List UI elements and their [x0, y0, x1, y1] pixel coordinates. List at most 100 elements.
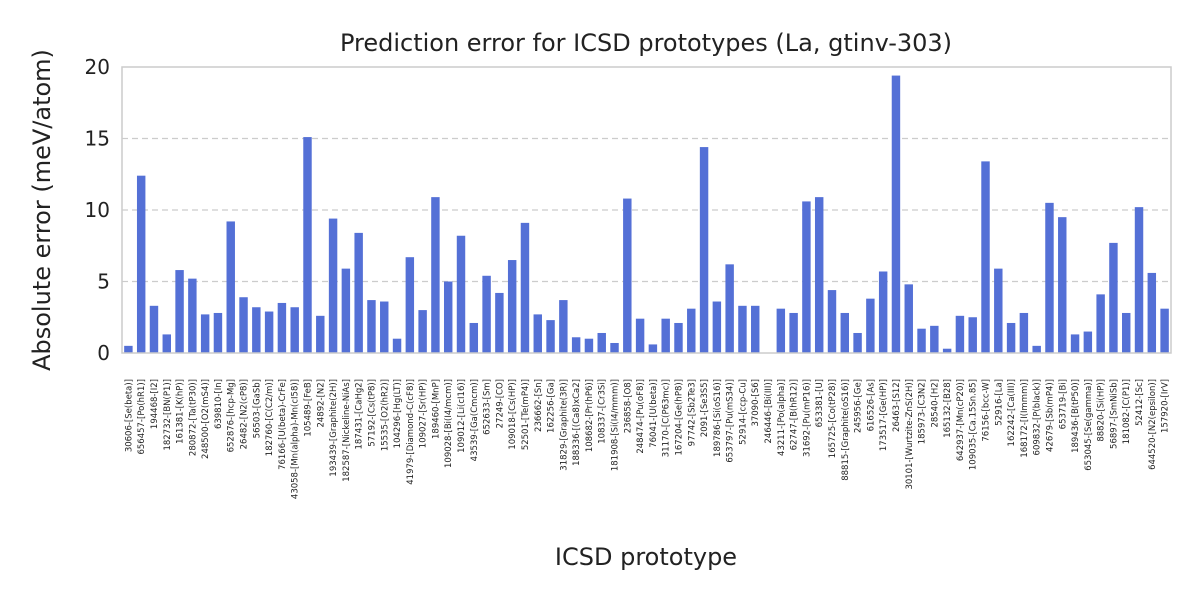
bar — [1147, 272, 1157, 353]
x-tick-label: 108682-[Pr(hP6)] — [585, 379, 595, 452]
x-tick-label: 26463-[S12] — [892, 379, 902, 432]
x-tick-label: 248474-[Pu(oF8)] — [636, 379, 646, 454]
bar — [878, 271, 888, 353]
x-tick-label: 27249-[CO] — [495, 379, 505, 428]
bar — [175, 270, 184, 353]
x-tick-label: 168172-[I(Immm)] — [1020, 379, 1030, 458]
bar — [891, 75, 901, 353]
x-tick-label: 43058-[Mn(alpha)-Mn(cI58)] — [291, 379, 301, 499]
x-tick-label: 30606-[Se(beta)] — [124, 379, 134, 452]
bar — [341, 268, 351, 353]
bar — [507, 260, 517, 353]
y-axis-ticks: 0 5 10 15 20 — [85, 55, 110, 365]
x-tick-label: 76156-[bcc-W] — [982, 379, 992, 442]
x-tick-label: 162256-[Ga] — [547, 379, 557, 433]
bars — [124, 75, 1169, 353]
bar — [597, 332, 606, 353]
bar — [994, 268, 1003, 353]
bar — [1058, 217, 1067, 353]
x-tick-label: 31829-[Graphite(3R)] — [559, 379, 569, 471]
x-tick-label: 248500-[O2(mS4)] — [201, 379, 211, 459]
bar — [699, 147, 709, 353]
y-tick-label: 15 — [85, 127, 110, 151]
x-tick-label: 182760-[C(C2/m)] — [265, 379, 275, 456]
x-tick-label: 109012-[Li(cI16)] — [457, 379, 467, 453]
x-axis-ticks: 30606-[Se(beta)] 656457-[Po(hR1)] 194468-[… — [124, 379, 1170, 499]
bar — [648, 344, 658, 353]
y-tick-label: 20 — [85, 55, 110, 79]
x-tick-label: 642937-[Mn(cP20)] — [956, 379, 966, 461]
x-tick-label: 652633-[Sm] — [483, 379, 493, 435]
bar — [776, 308, 786, 353]
bar — [277, 302, 287, 353]
x-tick-label: 653719-[Bi] — [1058, 379, 1068, 429]
x-tick-label: 165132-[B28] — [943, 379, 953, 438]
x-tick-label: 28540-[H2] — [930, 379, 940, 428]
y-tick-label: 5 — [97, 270, 110, 294]
x-tick-label: 52914-[ccp-Cu] — [738, 379, 748, 445]
x-tick-label: 97742-[Sb2Te3] — [687, 379, 697, 446]
x-tick-label: 109035-[Ca.15Sn.85] — [969, 379, 979, 470]
x-tick-label: 42679-[Sb(mP4)] — [1045, 379, 1055, 452]
bar — [584, 338, 594, 353]
x-tick-label: 43539-[Ga(Cmcm)] — [470, 379, 480, 461]
bar — [226, 221, 235, 353]
bar — [136, 175, 146, 353]
bar — [827, 290, 837, 353]
bar — [200, 314, 210, 353]
bar — [124, 345, 133, 353]
bar — [571, 337, 581, 353]
bar — [405, 257, 415, 353]
bar — [533, 314, 542, 353]
bar — [418, 310, 427, 353]
x-tick-label: 189786-[Si(oS16)] — [713, 379, 723, 457]
grid-lines — [122, 137, 1171, 283]
x-tick-label: 52501-[Te(mP4)] — [521, 379, 531, 450]
x-tick-label: 52916-[La] — [994, 379, 1004, 426]
bar — [303, 137, 312, 353]
bar — [751, 305, 760, 353]
x-tick-label: 43211-[Po(alpha)] — [777, 379, 787, 456]
bar — [661, 318, 670, 353]
bar — [290, 307, 299, 353]
x-tick-label: 52412-[Sc] — [1135, 379, 1145, 426]
x-tick-label: 162242-[Ca(III)] — [1007, 379, 1017, 446]
x-tick-label: 188336-[(Ca8)xCa2] — [572, 379, 582, 466]
x-tick-label: 280872-[Ta(tP30)] — [188, 379, 198, 456]
bar — [814, 197, 824, 353]
x-tick-label: 31170-[C(P63mc)] — [662, 379, 672, 457]
bar — [149, 305, 159, 353]
x-tick-label: 167204-[Ge(hP8)] — [674, 379, 684, 456]
bar — [1032, 345, 1041, 353]
x-tick-label: 181082-[C(P1)] — [1122, 379, 1132, 444]
bar — [367, 300, 376, 353]
bar — [520, 222, 530, 353]
bar — [1006, 322, 1016, 353]
chart-title: Prediction error for ICSD prototypes (La… — [340, 29, 952, 57]
bar — [866, 298, 875, 353]
bar — [1096, 294, 1105, 353]
bar — [853, 332, 862, 353]
bar — [162, 334, 171, 353]
bar — [968, 317, 977, 353]
bar — [712, 301, 722, 353]
bar — [1109, 242, 1118, 353]
bar — [354, 232, 363, 353]
x-tick-label: 109027-[Sr(HP)] — [419, 379, 429, 448]
bar — [316, 315, 325, 353]
x-axis-label: ICSD prototype — [555, 543, 737, 571]
x-tick-label: 246446-[Bi(III)] — [764, 379, 774, 444]
x-tick-label: 193439-[Graphite(2H)] — [329, 379, 339, 477]
bar — [610, 342, 619, 353]
bar — [213, 312, 223, 353]
bar — [328, 218, 338, 353]
x-tick-label: 26482-[N2(cP8)] — [240, 379, 250, 449]
bar — [482, 275, 491, 353]
bar — [1122, 312, 1131, 353]
x-tick-label: 189460-[MnP] — [431, 379, 441, 439]
x-tick-label: 2091-[Se3S5] — [700, 379, 710, 437]
bar — [840, 312, 850, 353]
bar — [1045, 202, 1054, 353]
bar — [674, 322, 683, 353]
